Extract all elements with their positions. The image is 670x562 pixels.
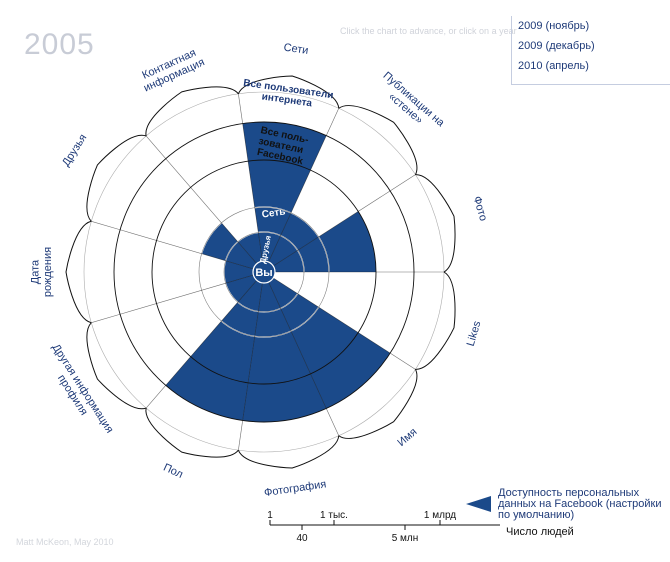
year-link[interactable]: 2010 (апрель) xyxy=(518,60,589,72)
petal-divider xyxy=(390,352,416,370)
petal-divider xyxy=(91,313,121,323)
wedge-10 xyxy=(273,211,376,272)
category-label: Фотография xyxy=(263,478,327,499)
petal-outline xyxy=(145,407,239,458)
scale-title: Число людей xyxy=(506,526,574,538)
petal-outline xyxy=(86,134,147,222)
spoke-7 xyxy=(165,158,258,264)
category-label: Фото xyxy=(471,195,490,223)
petal-divider xyxy=(326,408,340,436)
wedge-4 xyxy=(225,275,257,303)
category-label: Датарождения xyxy=(30,247,54,297)
petal-divider xyxy=(91,221,121,231)
center-label: Вы xyxy=(255,267,272,279)
petal-outline xyxy=(338,105,418,175)
wedge-7 xyxy=(237,232,263,264)
petal-divider xyxy=(238,420,243,451)
wedge-5 xyxy=(224,260,254,284)
legend-wedge xyxy=(466,496,491,512)
petal-outline xyxy=(338,369,418,439)
center-dot xyxy=(252,260,276,284)
petal-outline xyxy=(65,220,92,324)
scale-tick-label: 1 xyxy=(267,510,273,521)
spoke-1 xyxy=(273,277,391,354)
petal-divider xyxy=(390,174,416,192)
petal-outline xyxy=(145,86,239,137)
scale-tick-label: 1 тыс. xyxy=(320,510,348,521)
spoke-2 xyxy=(268,281,327,409)
scale-tick-label: 5 млн xyxy=(392,533,419,544)
scale-tick-label: 40 xyxy=(296,533,308,544)
category-label: Сети xyxy=(283,42,309,57)
spoke-4 xyxy=(165,280,258,386)
spoke-3 xyxy=(242,282,263,421)
year-link[interactable]: 2009 (ноябрь) xyxy=(518,20,590,32)
petal-divider xyxy=(326,108,340,136)
wedge-1 xyxy=(268,277,391,409)
ring-label-internet: Все пользователиинтернета xyxy=(241,78,334,112)
ring-label-network: Сеть xyxy=(261,206,286,220)
category-label: Имя xyxy=(395,426,419,449)
legend-description: Доступность персональных данных на Faceb… xyxy=(498,487,662,521)
category-label: Друзья xyxy=(60,132,89,169)
petal-outline xyxy=(415,174,456,273)
petal-outline xyxy=(415,271,456,370)
spoke-9 xyxy=(268,135,327,263)
petal-outline xyxy=(86,322,147,410)
category-label: Другая информацияпрофиля xyxy=(39,342,115,442)
category-label: Контактнаяинформация xyxy=(137,45,207,94)
petal-outline xyxy=(237,75,340,109)
year-list: 2009 (ноябрь) 2009 (декабрь) 2010 (апрел… xyxy=(511,16,670,85)
petal-divider xyxy=(145,135,166,159)
spoke-5 xyxy=(119,274,254,315)
wedge-9 xyxy=(268,212,319,267)
wedge-8 xyxy=(242,121,327,262)
petal-outline xyxy=(237,435,340,469)
category-label: Публикации на«стене» xyxy=(373,70,448,139)
wedge-2 xyxy=(242,282,327,423)
wedge-6 xyxy=(201,222,257,269)
credit-text: Matt McKeon, May 2010 xyxy=(16,537,114,547)
spoke-10 xyxy=(273,190,391,267)
current-year: 2005 xyxy=(24,28,95,61)
petal-divider xyxy=(238,93,243,124)
hint-text: Click the chart to advance, or click on … xyxy=(340,26,517,36)
ring-label-facebook: Все поль-зователи Facebook xyxy=(255,125,310,167)
outer-ring xyxy=(83,91,445,453)
spoke-8 xyxy=(242,123,263,262)
scale-tick-label: 1 млрд xyxy=(424,510,456,521)
petal-divider xyxy=(145,385,166,409)
spoke-6 xyxy=(119,229,254,270)
category-label: Likes xyxy=(465,319,484,347)
wedge-3 xyxy=(165,280,263,421)
year-link[interactable]: 2009 (декабрь) xyxy=(518,40,595,52)
category-label: Пол xyxy=(161,462,184,481)
